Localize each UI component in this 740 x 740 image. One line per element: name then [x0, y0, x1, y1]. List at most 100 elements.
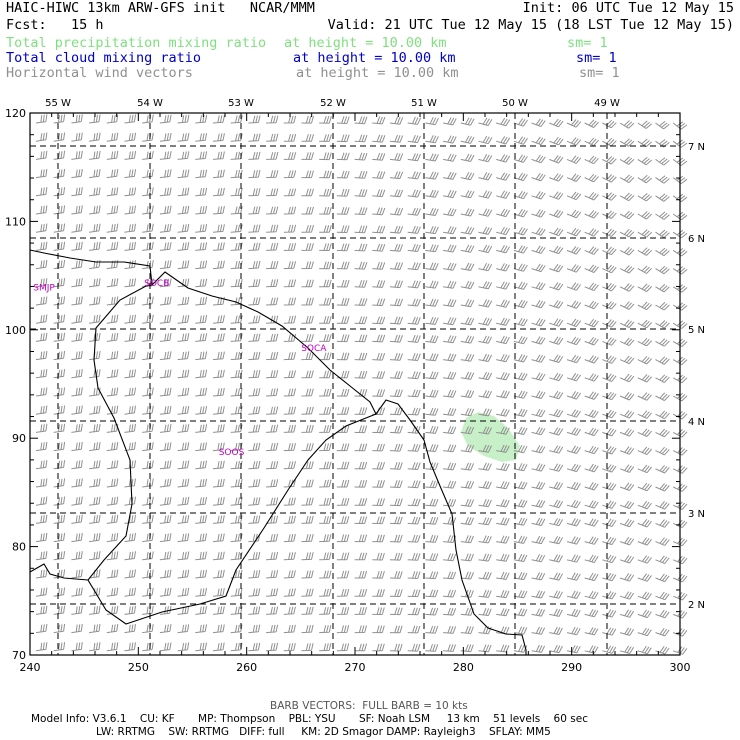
wind-barb	[71, 114, 83, 124]
wind-barb	[549, 336, 564, 345]
wind-barb	[672, 447, 688, 456]
wind-barb	[53, 241, 66, 251]
wind-barb	[407, 571, 421, 579]
wind-barb	[496, 499, 510, 508]
wind-barb	[177, 496, 190, 506]
wind-barb	[619, 536, 635, 546]
wind-barb	[389, 461, 403, 470]
wind-barb	[531, 245, 546, 254]
wind-barb	[177, 405, 190, 415]
wind-barb	[602, 137, 617, 147]
wind-barb	[460, 371, 475, 380]
wind-barb	[301, 552, 314, 561]
wind-barb	[248, 260, 261, 270]
wind-barb	[159, 533, 172, 543]
wind-barb	[443, 516, 457, 525]
wind-barb	[602, 554, 617, 564]
wind-barb	[549, 209, 564, 218]
wind-barb	[212, 242, 225, 251]
wind-barb	[53, 514, 66, 524]
wind-barb	[637, 337, 653, 347]
wind-barb	[195, 315, 208, 324]
wind-barb	[89, 369, 101, 379]
field-1-level: at height = 10.00 km	[284, 35, 447, 51]
wind-barb	[53, 532, 66, 543]
wind-barb	[142, 478, 154, 488]
wind-barb	[549, 445, 564, 454]
wind-barb	[195, 187, 208, 197]
wind-barb	[230, 606, 243, 615]
wind-barb	[549, 173, 564, 182]
wind-barb	[619, 518, 635, 528]
wind-barb	[159, 169, 172, 179]
wind-barb	[336, 334, 350, 343]
wind-barb	[389, 389, 403, 398]
wind-barb	[354, 334, 368, 343]
wind-barb	[106, 569, 119, 579]
wind-barb	[142, 460, 154, 470]
wind-barb	[177, 478, 190, 488]
wind-barb	[354, 643, 367, 652]
wind-barb	[159, 551, 172, 561]
wind-barb	[266, 206, 279, 215]
wind-barb	[319, 243, 332, 251]
wind-barb	[478, 517, 492, 526]
wind-barb	[212, 278, 225, 288]
wind-barb	[142, 533, 154, 543]
wind-barb	[106, 605, 119, 615]
x-axis-ticks: 240 250 260 270 280 290 300	[20, 113, 691, 674]
longitude-label: 53 W	[228, 98, 254, 109]
wind-barb	[460, 353, 475, 362]
wind-barb	[195, 205, 208, 215]
wind-barb	[655, 247, 670, 257]
wind-barb	[672, 501, 688, 510]
wind-barb	[566, 119, 582, 128]
wind-barb	[301, 134, 314, 142]
wind-barb	[35, 205, 48, 215]
wind-barb	[602, 246, 617, 256]
wind-barb	[195, 133, 208, 142]
wind-barb	[35, 150, 48, 160]
wind-barb	[566, 481, 581, 491]
wind-barb	[53, 478, 66, 488]
wind-barb	[212, 206, 225, 215]
wind-barb	[195, 606, 207, 615]
wind-barb	[230, 333, 243, 342]
wind-barb	[354, 570, 368, 579]
wind-barb	[142, 187, 154, 197]
wind-barb	[584, 500, 599, 509]
wind-barb	[655, 555, 670, 564]
wind-barb	[142, 169, 154, 179]
wind-barb	[443, 462, 457, 471]
wind-barb	[566, 300, 582, 309]
wind-barb	[460, 607, 474, 616]
wind-barb	[602, 591, 617, 600]
wind-barb	[513, 317, 528, 327]
wind-barb	[549, 282, 564, 291]
wind-barb	[159, 442, 172, 452]
wind-barb	[53, 441, 66, 452]
wind-barb	[566, 499, 581, 509]
wind-barb	[460, 299, 475, 308]
wind-barb	[425, 316, 439, 325]
wind-barb	[89, 623, 101, 634]
wind-barb	[248, 606, 261, 615]
wind-barb	[336, 370, 350, 379]
wind-barb	[319, 188, 332, 197]
y-tick-label: 90	[12, 432, 26, 445]
wind-barb	[248, 570, 261, 579]
wind-barb	[531, 408, 546, 418]
wind-barb	[460, 208, 475, 217]
wind-barb	[248, 642, 261, 652]
wind-barb	[177, 569, 190, 579]
wind-barb	[319, 316, 332, 324]
wind-barb	[496, 372, 510, 381]
wind-barb	[531, 608, 546, 617]
wind-barb	[354, 534, 368, 543]
wind-barb	[513, 626, 528, 635]
wind-barb	[301, 243, 314, 251]
wind-barb	[443, 226, 457, 235]
wind-barb	[336, 606, 350, 615]
wind-barb	[283, 588, 296, 597]
wind-barb	[389, 316, 403, 325]
